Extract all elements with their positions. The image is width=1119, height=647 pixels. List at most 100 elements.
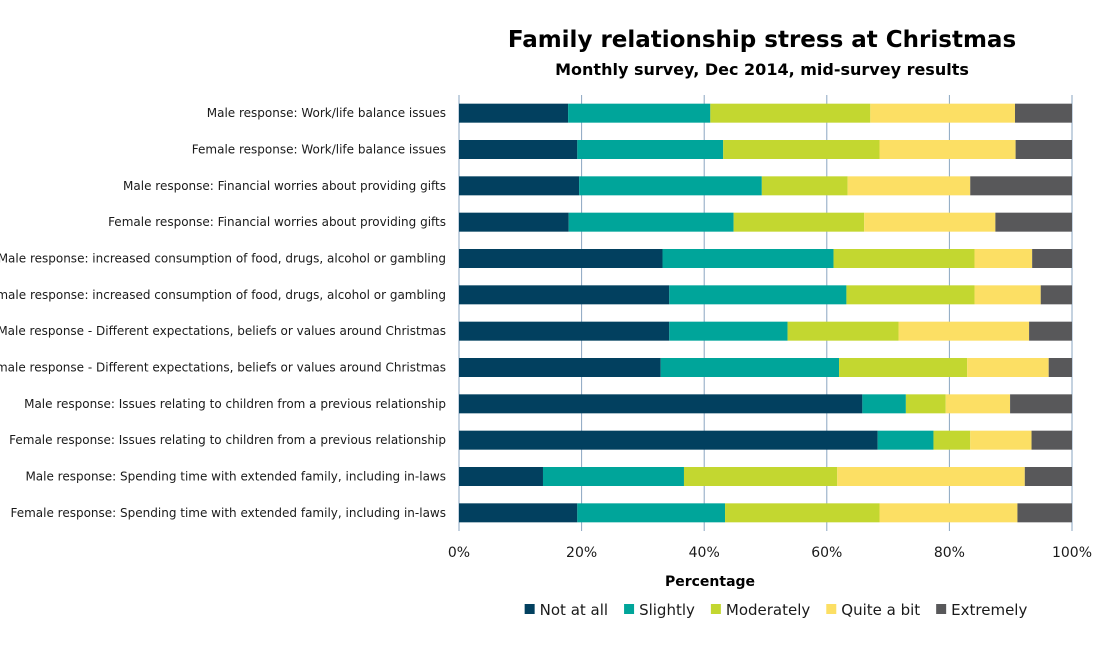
chart-title: Family relationship stress at Christmas: [508, 27, 1016, 53]
category-label: Male response: increased consumption of …: [0, 252, 446, 266]
bar-segment: [967, 358, 1049, 377]
bar-segment: [1040, 285, 1072, 305]
legend-label: Moderately: [726, 601, 811, 619]
legend-swatch: [624, 604, 635, 614]
bar-segment: [579, 176, 762, 196]
category-label: Female response: increased consumption o…: [0, 288, 446, 302]
bar-segment: [683, 467, 838, 486]
bars: [459, 103, 1072, 523]
legend-swatch: [710, 604, 721, 614]
category-label: Male response: Spending time with extend…: [25, 470, 446, 484]
x-axis-title: Percentage: [665, 574, 755, 590]
bar-segment: [577, 503, 726, 523]
category-label: Male response - Different expectations, …: [0, 324, 446, 338]
bar-segment: [995, 212, 1072, 232]
bar-segment: [1032, 249, 1072, 268]
legend-item: Slightly: [624, 601, 695, 619]
bar-segment: [847, 176, 971, 196]
x-tick-label: 40%: [689, 545, 720, 561]
bar-segment: [459, 467, 543, 486]
bar-segment: [974, 285, 1041, 305]
legend-label: Extremely: [951, 601, 1027, 619]
bar-segment: [459, 212, 569, 232]
bar-segment: [837, 467, 1025, 486]
bar-segment: [723, 140, 880, 159]
bar-segment: [970, 176, 1072, 196]
bar-segment: [660, 358, 840, 377]
bar-segment: [945, 394, 1011, 414]
category-labels: Male response: Work/life balance issues F…: [0, 106, 446, 520]
bar-segment: [1014, 103, 1072, 123]
bar-segment: [898, 321, 1030, 341]
x-tick-labels: 0% 20% 40% 60% 80% 100%: [448, 545, 1092, 561]
legend-label: Slightly: [639, 601, 695, 619]
category-label: Female response: Spending time with exte…: [10, 506, 446, 520]
x-tick-label: 80%: [934, 545, 965, 561]
legend-item: Quite a bit: [826, 601, 920, 619]
bar-segment: [787, 321, 899, 341]
bar-segment: [710, 103, 871, 123]
bar-segment: [870, 103, 1015, 123]
bar-segment: [862, 394, 906, 414]
bar-segment: [1029, 321, 1072, 341]
gridlines: [458, 95, 1073, 531]
legend-label: Quite a bit: [841, 601, 920, 619]
bar-segment: [839, 358, 968, 377]
bar-segment: [1010, 394, 1072, 414]
bar-segment: [761, 176, 848, 196]
legend-item: Not at all: [524, 601, 608, 619]
bar-segment: [459, 358, 661, 377]
bar-segment: [877, 430, 934, 450]
category-label: Female response: Financial worries about…: [108, 215, 446, 229]
bar-segment: [669, 321, 788, 341]
bar-segment: [669, 285, 847, 305]
bar-segment: [725, 503, 880, 523]
bar-segment: [459, 503, 578, 523]
bar-segment: [1017, 503, 1072, 523]
category-label: Female response - Different expectations…: [0, 361, 446, 375]
bar-segment: [864, 212, 996, 232]
x-tick-label: 20%: [566, 545, 597, 561]
chart-subtitle: Monthly survey, Dec 2014, mid-survey res…: [555, 60, 969, 79]
bar-segment: [662, 249, 834, 268]
bar-segment: [568, 212, 734, 232]
category-label: Male response: Work/life balance issues: [207, 106, 446, 120]
bar-segment: [459, 394, 863, 414]
bar-segment: [542, 467, 684, 486]
bar-segment: [879, 503, 1018, 523]
category-label: Male response: Financial worries about p…: [123, 179, 446, 193]
category-label: Male response: Issues relating to childr…: [24, 397, 446, 411]
x-tick-label: 0%: [448, 545, 470, 561]
bar-segment: [459, 140, 578, 159]
category-label: Female response: Issues relating to chil…: [9, 433, 446, 447]
bar-segment: [846, 285, 975, 305]
bar-segment: [733, 212, 865, 232]
bar-segment: [879, 140, 1016, 159]
bar-segment: [459, 285, 670, 305]
bar-segment: [1015, 140, 1072, 159]
legend-swatch: [936, 604, 947, 614]
bar-segment: [459, 430, 878, 450]
bar-segment: [459, 321, 670, 341]
bar-segment: [577, 140, 724, 159]
bar-segment: [933, 430, 971, 450]
bar-segment: [1031, 430, 1072, 450]
legend-swatch: [524, 604, 535, 614]
bar-segment: [905, 394, 946, 414]
legend: Not at all Slightly Moderately Quite a bit E…: [524, 601, 1027, 619]
bar-segment: [970, 430, 1032, 450]
bar-segment: [568, 103, 711, 123]
legend-swatch: [826, 604, 837, 614]
bar-segment: [974, 249, 1033, 268]
bar-segment: [459, 249, 663, 268]
legend-item: Moderately: [710, 601, 811, 619]
x-tick-label: 100%: [1052, 545, 1092, 561]
x-tick-label: 60%: [811, 545, 842, 561]
category-label: Female response: Work/life balance issue…: [192, 143, 446, 157]
bar-segment: [459, 176, 580, 196]
bar-segment: [459, 103, 569, 123]
bar-segment: [833, 249, 975, 268]
legend-item: Extremely: [936, 601, 1027, 619]
bar-segment: [1024, 467, 1072, 486]
